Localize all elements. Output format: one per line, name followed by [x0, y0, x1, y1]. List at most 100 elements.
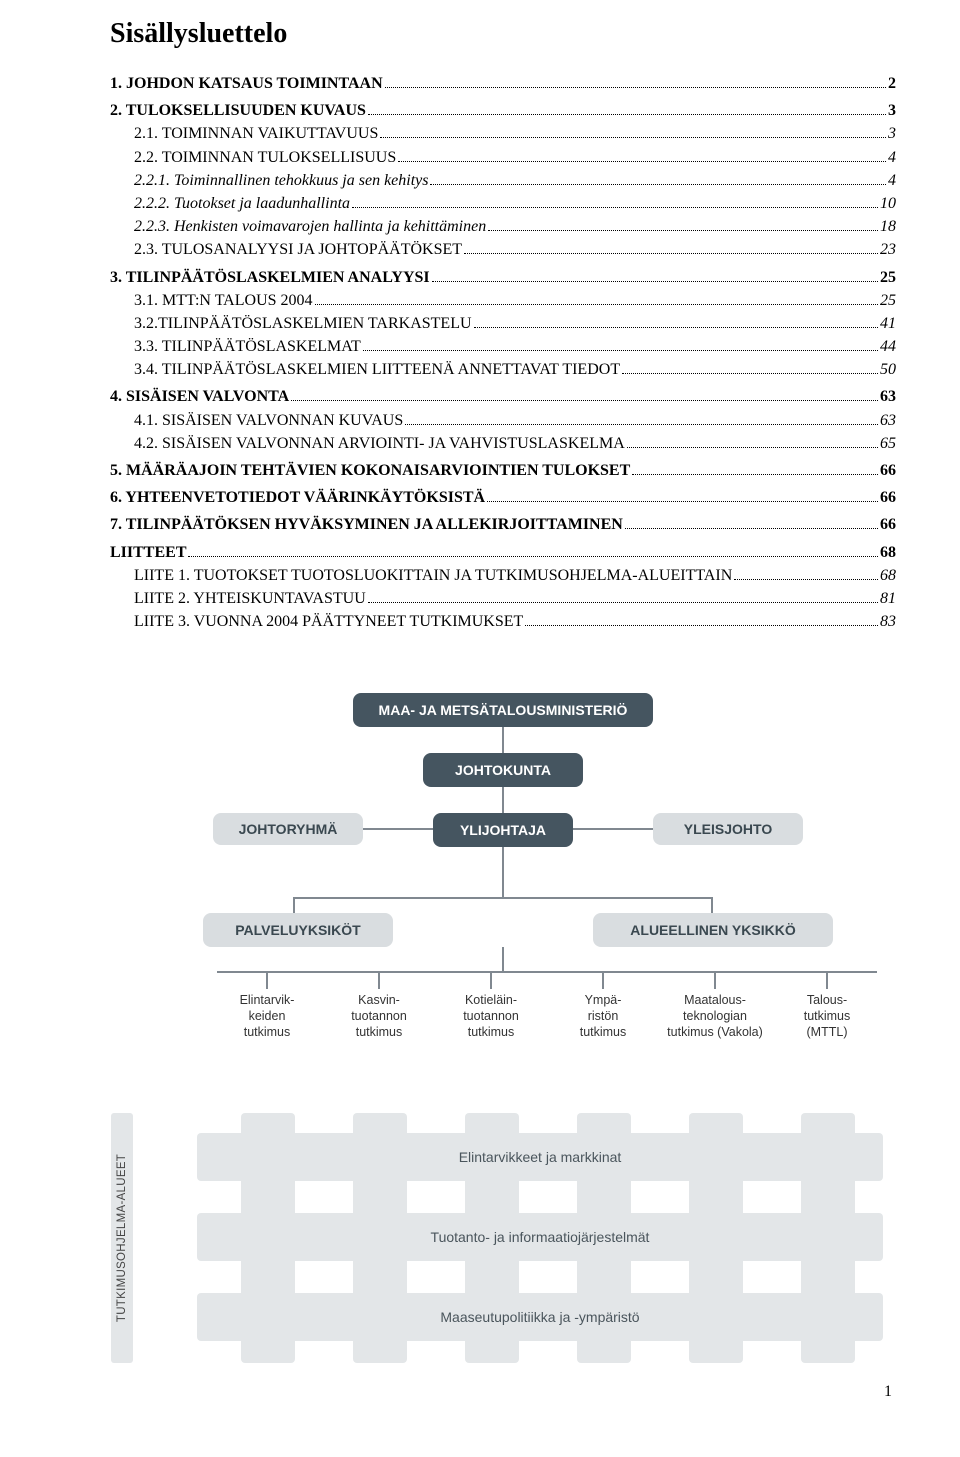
- toc-entry: 6. YHTEENVETOTIEDOT VÄÄRINKÄYTÖKSISTÄ66: [110, 486, 896, 509]
- toc-leader: [188, 556, 878, 557]
- toc-leader: [625, 528, 878, 529]
- connector: [502, 727, 504, 753]
- toc-page: 25: [880, 289, 896, 312]
- toc-leader: [398, 161, 886, 162]
- toc-label: 3. TILINPÄÄTÖSLASKELMIEN ANALYYSI: [110, 266, 430, 289]
- toc-page: 63: [880, 385, 896, 408]
- toc-label: 4. SISÄISEN VALVONTA: [110, 385, 289, 408]
- toc-label: 3.2.TILINPÄÄTÖSLASKELMIEN TARKASTELU: [134, 312, 472, 335]
- toc-entry: 4. SISÄISEN VALVONTA 63: [110, 385, 896, 408]
- toc-entry: 3.2.TILINPÄÄTÖSLASKELMIEN TARKASTELU 41: [110, 312, 896, 335]
- toc-leader: [368, 602, 878, 603]
- toc-page: 50: [880, 358, 896, 381]
- units-row: Elintarvik-keidentutkimusKasvin-tuotanno…: [217, 971, 877, 1040]
- unit-label: Elintarvik-keidentutkimus: [217, 971, 317, 1040]
- toc-entry: 4.1. SISÄISEN VALVONNAN KUVAUS63: [110, 409, 896, 432]
- toc-label: 2.3. TULOSANALYYSI JA JOHTOPÄÄTÖKSET: [134, 238, 462, 261]
- toc-leader: [632, 474, 878, 475]
- toc-leader: [464, 253, 878, 254]
- toc-page: 44: [880, 335, 896, 358]
- toc-page: 2: [888, 72, 896, 95]
- toc-entry: 3.4. TILINPÄÄTÖSLASKELMIEN LIITTEENÄ ANN…: [110, 358, 896, 381]
- toc-label: LIITE 2. YHTEISKUNTAVASTUU: [134, 587, 366, 610]
- toc-leader: [363, 350, 878, 351]
- unit-label: Talous-tutkimus(MTTL): [777, 971, 877, 1040]
- toc-leader: [627, 447, 878, 448]
- org-diagram: MAA- JA METSÄTALOUSMINISTERIÖ JOHTOKUNTA…: [110, 693, 896, 1363]
- toc-page: 66: [880, 459, 896, 482]
- toc-leader: [315, 304, 878, 305]
- connector: [711, 897, 713, 913]
- toc-entry: LIITE 2. YHTEISKUNTAVASTUU81: [110, 587, 896, 610]
- toc-leader: [487, 501, 878, 502]
- toc-entry: 2.3. TULOSANALYYSI JA JOHTOPÄÄTÖKSET 23: [110, 238, 896, 261]
- connector: [490, 971, 492, 989]
- toc-label: 3.1. MTT:N TALOUS 2004: [134, 289, 313, 312]
- toc-label: 4.2. SISÄISEN VALVONNAN ARVIOINTI- JA VA…: [134, 432, 625, 455]
- toc-entry: 3.1. MTT:N TALOUS 2004 25: [110, 289, 896, 312]
- toc-entry: 2.2.3. Henkisten voimavarojen hallinta j…: [110, 215, 896, 238]
- toc-page: 41: [880, 312, 896, 335]
- toc-label: 1. JOHDON KATSAUS TOIMINTAAN: [110, 72, 383, 95]
- org-regional-unit: ALUEELLINEN YKSIKKÖ: [593, 913, 833, 947]
- unit-label: Maatalous-teknologiantutkimus (Vakola): [665, 971, 765, 1040]
- toc-page: 3: [888, 122, 896, 145]
- toc-leader: [368, 114, 886, 115]
- org-director: YLIJOHTAJA: [433, 813, 573, 847]
- page-number: 1: [110, 1383, 896, 1401]
- toc-entry: 3. TILINPÄÄTÖSLASKELMIEN ANALYYSI 25: [110, 266, 896, 289]
- toc-entry: 2.1. TOIMINNAN VAIKUTTAVUUS 3: [110, 122, 896, 145]
- toc-entry: 1. JOHDON KATSAUS TOIMINTAAN 2: [110, 72, 896, 95]
- y-axis-label: TUTKIMUSOHJELMA-ALUEET: [111, 1113, 133, 1363]
- connector: [293, 897, 713, 899]
- toc-page: 65: [880, 432, 896, 455]
- toc-label: LIITTEET: [110, 541, 186, 564]
- toc-entry: 2.2.1. Toiminnallinen tehokkuus ja sen k…: [110, 169, 896, 192]
- toc-leader: [291, 400, 878, 401]
- toc-page: 18: [880, 215, 896, 238]
- toc-label: 5. MÄÄRÄAJOIN TEHTÄVIEN KOKONAISARVIOINT…: [110, 459, 630, 482]
- connector: [502, 847, 504, 897]
- toc-leader: [622, 373, 878, 374]
- toc-page: 10: [880, 192, 896, 215]
- unit-label: Kasvin-tuotannontutkimus: [329, 971, 429, 1040]
- toc-leader: [430, 184, 886, 185]
- connector: [714, 971, 716, 989]
- page-title: Sisällysluettelo: [110, 18, 896, 50]
- connector: [293, 897, 295, 913]
- toc-page: 63: [880, 409, 896, 432]
- toc-leader: [352, 207, 878, 208]
- toc-label: 6. YHTEENVETOTIEDOT VÄÄRINKÄYTÖKSISTÄ: [110, 486, 485, 509]
- org-ministry: MAA- JA METSÄTALOUSMINISTERIÖ: [353, 693, 653, 727]
- toc-label: 2. TULOKSELLISUUDEN KUVAUS: [110, 99, 366, 122]
- toc-page: 68: [880, 564, 896, 587]
- toc-label: 2.1. TOIMINNAN VAIKUTTAVUUS: [134, 122, 378, 145]
- toc-leader: [380, 137, 886, 138]
- toc-leader: [432, 281, 878, 282]
- connector: [266, 971, 268, 989]
- program-row: Maaseutupolitiikka ja -ympäristö: [197, 1293, 883, 1341]
- connector: [502, 947, 504, 971]
- toc-page: 66: [880, 513, 896, 536]
- toc-leader: [405, 424, 878, 425]
- toc-page: 68: [880, 541, 896, 564]
- connector: [502, 787, 504, 813]
- toc-leader: [385, 87, 886, 88]
- org-top-mgmt: YLEISJOHTO: [653, 813, 803, 845]
- connector: [826, 971, 828, 989]
- toc-entry: 2.2.2. Tuotokset ja laadunhallinta10: [110, 192, 896, 215]
- toc-entry: 4.2. SISÄISEN VALVONNAN ARVIOINTI- JA VA…: [110, 432, 896, 455]
- program-row: Tuotanto- ja informaatiojärjestelmät: [197, 1213, 883, 1261]
- table-of-contents: 1. JOHDON KATSAUS TOIMINTAAN 2 2. TULOKSEL…: [110, 72, 896, 633]
- toc-page: 23: [880, 238, 896, 261]
- toc-leader: [525, 625, 878, 626]
- org-board: JOHTOKUNTA: [423, 753, 583, 787]
- toc-entry: 2. TULOKSELLISUUDEN KUVAUS3: [110, 99, 896, 122]
- toc-label: 2.2. TOIMINNAN TULOKSELLISUUS: [134, 146, 396, 169]
- toc-leader: [474, 327, 878, 328]
- org-mgmt-team: JOHTORYHMÄ: [213, 813, 363, 845]
- connector: [378, 971, 380, 989]
- toc-page: 25: [880, 266, 896, 289]
- toc-entry: 5. MÄÄRÄAJOIN TEHTÄVIEN KOKONAISARVIOINT…: [110, 459, 896, 482]
- toc-label: 7. TILINPÄÄTÖKSEN HYVÄKSYMINEN JA ALLEKI…: [110, 513, 623, 536]
